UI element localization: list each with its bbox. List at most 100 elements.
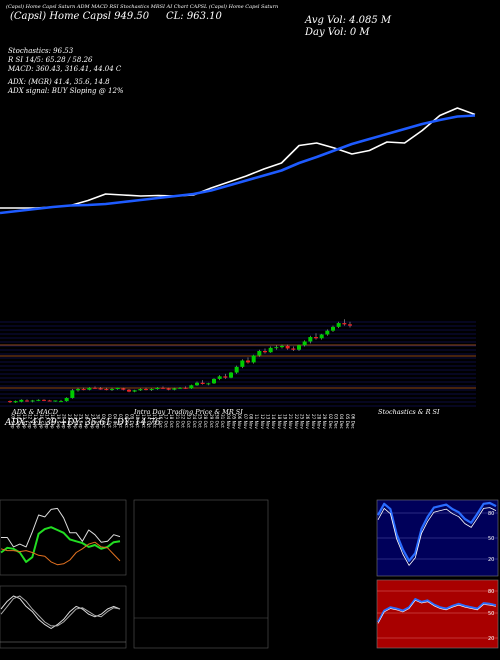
stochastics-axis-label: 50: [488, 536, 494, 542]
average-volume: Avg Vol: 4.085 M: [305, 15, 392, 26]
date-tick-label: 08 Oct: [124, 414, 129, 428]
date-tick-label: 23 Sep: [67, 414, 72, 429]
date-tick-label: 19 Sep: [56, 414, 61, 429]
date-tick-label: 23 Oct: [186, 414, 191, 428]
candle-body: [319, 334, 324, 339]
date-tick-label: 30 Oct: [215, 414, 220, 428]
macd-line: [0, 595, 121, 629]
candle-body: [280, 345, 284, 348]
candle-body: [240, 360, 245, 367]
candle-body: [212, 378, 216, 384]
candle-body: [8, 401, 12, 403]
candle-body: [53, 400, 58, 402]
stochastics-axis-label: 20: [488, 557, 494, 563]
candle-body: [206, 383, 211, 385]
candle-body: [297, 345, 301, 350]
candle-body: [104, 389, 109, 391]
date-tick-label: 04 Dec: [339, 414, 344, 429]
adx-signal-readout: ADX signal: BUY Sloping @ 12%: [8, 87, 124, 95]
mrsi-axis-label: 50: [488, 611, 494, 617]
candle-body: [127, 389, 131, 392]
date-tick-label: 16 Sep: [39, 414, 44, 429]
date-tick-label: 11 Sep: [22, 414, 27, 429]
price-series-line: [0, 107, 476, 209]
candle-body: [64, 397, 69, 402]
date-tick-label: 10 Sep: [16, 414, 21, 429]
stock-name-header: (Capsl) Home Capsl Saturn ADM MACD RSI S…: [6, 4, 279, 10]
candle-body: [302, 341, 307, 346]
date-tick-label: 03 Oct: [107, 414, 112, 428]
candle-body: [161, 387, 165, 389]
date-tick-label: 25 Oct: [198, 414, 203, 428]
macd-panel-frame: [0, 585, 127, 649]
date-tick-label: 27 Nov: [311, 414, 316, 429]
candle-body: [47, 400, 52, 402]
candle-body: [155, 387, 160, 390]
candle-body: [195, 382, 199, 386]
candle-body: [13, 401, 18, 403]
date-tick-label: 29 Oct: [209, 414, 214, 428]
mrsi-axis-label: 80: [488, 589, 494, 595]
mrsi-panel-bg: [376, 579, 499, 649]
adx-series-line: [1, 507, 121, 548]
date-tick-label: 19 Nov: [283, 414, 288, 429]
candle-body: [285, 345, 290, 349]
candle-body: [263, 350, 267, 353]
date-tick-label: 18 Sep: [50, 414, 55, 429]
candle-body: [110, 389, 114, 391]
candle-body: [36, 399, 41, 401]
date-tick-label: 21 Oct: [175, 414, 180, 428]
date-tick-label: 01 Oct: [101, 414, 106, 428]
adx-readout: ADX: (MGR) 41.4, 35.6, 14.8: [8, 78, 110, 86]
date-tick-label: 11 Nov: [254, 414, 259, 429]
candle-body: [59, 401, 63, 403]
date-tick-label: 17 Oct: [164, 414, 169, 428]
candle-body: [93, 387, 97, 389]
candle-body: [246, 360, 250, 363]
close-price: CL: 963.10: [166, 11, 222, 22]
candle-body: [331, 326, 335, 331]
candle-body: [70, 390, 75, 398]
date-tick-label: 20 Sep: [62, 414, 67, 429]
candle-body: [19, 399, 24, 402]
candle-body: [98, 388, 103, 390]
date-tick-label: 26 Sep: [84, 414, 89, 429]
candle-body: [76, 389, 80, 391]
candle-body: [342, 323, 347, 325]
date-tick-label: 27 Sep: [90, 414, 95, 429]
date-tick-label: 18 Oct: [169, 414, 174, 428]
intraday-panel-title: Intra Day Trading Price & MR SI: [134, 408, 243, 416]
date-tick-label: 07 Nov: [243, 414, 248, 429]
date-tick-label: 24 Sep: [73, 414, 78, 429]
date-tick-label: 25 Nov: [300, 414, 305, 429]
adx-values-label: ADX: 41.39 +DY: 35.61 -DY: 14.76: [5, 418, 161, 428]
candle-body: [25, 400, 29, 402]
date-tick-label: 22 Nov: [294, 414, 299, 429]
candle-body: [257, 350, 262, 356]
candle-body: [149, 389, 154, 391]
date-tick-label: 04 Oct: [113, 414, 118, 428]
date-tick-label: 31 Oct: [220, 414, 225, 428]
minus-dy-series-line: [0, 541, 121, 566]
date-tick-label: 21 Nov: [288, 414, 293, 429]
date-tick-label: 13 Nov: [266, 414, 271, 429]
date-tick-label: 06 Nov: [237, 414, 242, 429]
stochastics-signal-line: [377, 507, 497, 566]
date-tick-label: 02 Dec: [328, 414, 333, 429]
candle-body: [115, 387, 120, 390]
date-tick-label: 29 Nov: [322, 414, 327, 429]
candle-body: [81, 389, 86, 391]
intraday-panel-frame: [133, 499, 269, 649]
date-tick-label: 26 Nov: [305, 414, 310, 429]
date-tick-label: 11 Oct: [141, 414, 146, 428]
plus-dy-series-line: [0, 526, 121, 563]
date-tick-label: 10 Oct: [135, 414, 140, 428]
candle-body: [138, 389, 143, 391]
macd-signal-line: [0, 595, 121, 627]
date-tick-label: 03 Dec: [334, 414, 339, 429]
candle-body: [348, 324, 352, 326]
candle-body: [234, 366, 239, 373]
mrsi-series-line: [377, 598, 497, 623]
candle-body: [325, 330, 330, 335]
candle-body: [229, 372, 233, 378]
